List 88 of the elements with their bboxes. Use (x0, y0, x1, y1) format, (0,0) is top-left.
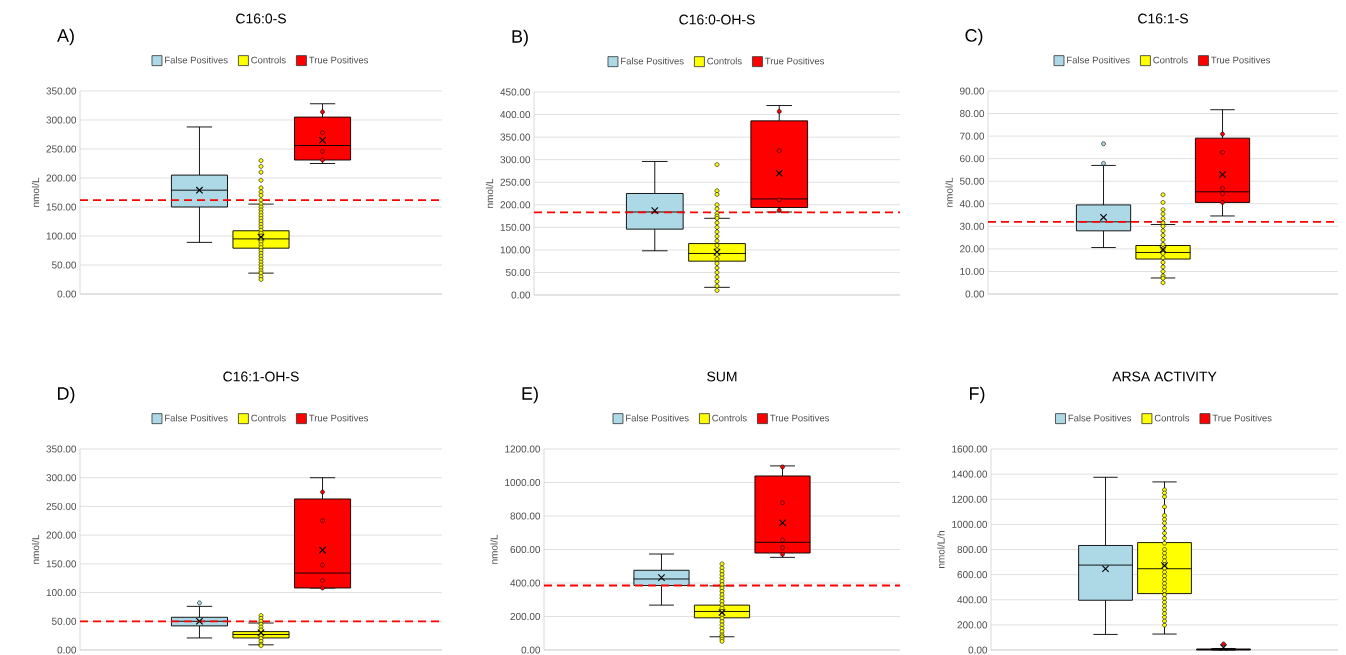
chart-title: SUM (707, 371, 737, 382)
y-tick-label: 600.00 (957, 571, 988, 579)
legend-label: False Positives (621, 57, 684, 65)
text: D) (58, 386, 75, 404)
legend-label: False Positives (165, 56, 228, 64)
y-tick-label: 350.00 (46, 87, 77, 95)
legend-label: False Positives (626, 414, 689, 422)
legend-label: False Positives (1068, 414, 1132, 422)
y-axis-title: nmol/L (945, 177, 953, 207)
chart-title: C16:1-S (1138, 13, 1188, 24)
y-tick-label: 0.00 (965, 290, 985, 298)
legend-label: True Positives (1211, 56, 1271, 64)
legend-label: True Positives (309, 414, 369, 422)
y-tick-label: 200.00 (46, 174, 77, 182)
y-tick-label: 150.00 (46, 560, 77, 568)
y-tick-label: 350.00 (500, 133, 531, 141)
y-tick-label: 1200.00 (505, 445, 541, 453)
text: C) (965, 28, 983, 46)
y-tick-label: 100.00 (500, 246, 531, 254)
y-tick-label: 1000.00 (505, 478, 541, 487)
y-tick-label: 200.00 (46, 531, 77, 539)
chart-title: C16:0-S (236, 13, 286, 24)
y-tick-label: 80.00 (960, 110, 985, 118)
y-tick-label: 200.00 (510, 612, 541, 621)
y-tick-label: 200.00 (500, 201, 531, 209)
y-tick-label: 250.00 (46, 145, 77, 153)
y-tick-label: 1600.00 (952, 445, 988, 453)
y-axis-title: nmol/L (490, 534, 498, 564)
legend-label: Controls (712, 414, 747, 422)
legend-label: Controls (251, 414, 286, 422)
text: E) (522, 386, 538, 404)
y-tick-label: 0.00 (521, 646, 541, 654)
y-tick-label: 300.00 (500, 156, 531, 164)
y-tick-label: 350.00 (46, 445, 77, 453)
y-tick-label: 70.00 (960, 132, 985, 140)
y-tick-label: 50.00 (505, 268, 531, 276)
y-tick-label: 20.00 (960, 245, 985, 253)
legend-label: False Positives (1067, 56, 1130, 64)
text: B) (512, 29, 528, 47)
y-tick-label: 50.00 (959, 177, 985, 185)
y-tick-label: 250.00 (500, 178, 531, 186)
y-tick-label: 400.00 (957, 596, 988, 604)
y-tick-label: 0.00 (57, 646, 77, 654)
y-tick-label: 300.00 (46, 116, 77, 124)
text: A) (57, 28, 74, 46)
y-tick-label: 600.00 (510, 545, 541, 554)
y-axis-title: nmol/L (31, 534, 40, 564)
y-tick-label: 200.00 (957, 621, 988, 629)
y-tick-label: 0.00 (968, 646, 988, 654)
legend-label: Controls (1153, 56, 1188, 64)
legend-label: True Positives (765, 57, 825, 65)
y-tick-label: 1200.00 (952, 495, 988, 503)
legend-label: True Positives (770, 414, 830, 422)
y-tick-label: 0.00 (57, 290, 77, 298)
y-tick-label: 800.00 (510, 512, 541, 520)
y-tick-label: 50.00 (51, 261, 77, 269)
y-tick-label: 90.00 (960, 87, 985, 95)
chart-title: ARSA ACTIVITY (1112, 371, 1217, 382)
y-tick-label: 400.00 (510, 579, 541, 587)
y-tick-label: 800.00 (957, 545, 988, 554)
y-tick-label: 250.00 (46, 502, 77, 510)
chart-title: C16:1-OH-S (223, 371, 299, 382)
y-axis-title: nmol/L (485, 178, 494, 208)
y-tick-label: 1000.00 (952, 520, 988, 528)
legend-label: True Positives (1212, 414, 1272, 422)
y-tick-label: 40.00 (959, 200, 985, 208)
legend-label: Controls (251, 56, 286, 64)
y-tick-label: 1400.00 (952, 470, 988, 478)
text: F) (970, 386, 985, 404)
y-tick-label: 100.00 (46, 232, 77, 240)
y-tick-label: 0.00 (511, 291, 531, 299)
chart-title: C16:0-OH-S (679, 14, 755, 25)
y-tick-label: 400.00 (500, 111, 531, 119)
y-tick-label: 150.00 (500, 223, 531, 231)
legend-label: Controls (707, 57, 742, 65)
legend-label: Controls (1154, 414, 1190, 422)
y-tick-label: 100.00 (46, 589, 77, 597)
y-tick-label: 50.00 (51, 617, 77, 625)
y-tick-label: 30.00 (959, 222, 985, 230)
legend-label: False Positives (165, 414, 228, 422)
legend-label: True Positives (309, 56, 369, 64)
y-tick-label: 10.00 (960, 267, 985, 275)
y-tick-label: 300.00 (46, 474, 77, 482)
y-tick-label: 60.00 (960, 155, 985, 163)
y-tick-label: 150.00 (46, 203, 77, 211)
y-axis-title: nmol/L (31, 177, 40, 207)
y-axis-title: nmol/L/h (937, 531, 945, 568)
y-tick-label: 450.00 (500, 88, 531, 96)
